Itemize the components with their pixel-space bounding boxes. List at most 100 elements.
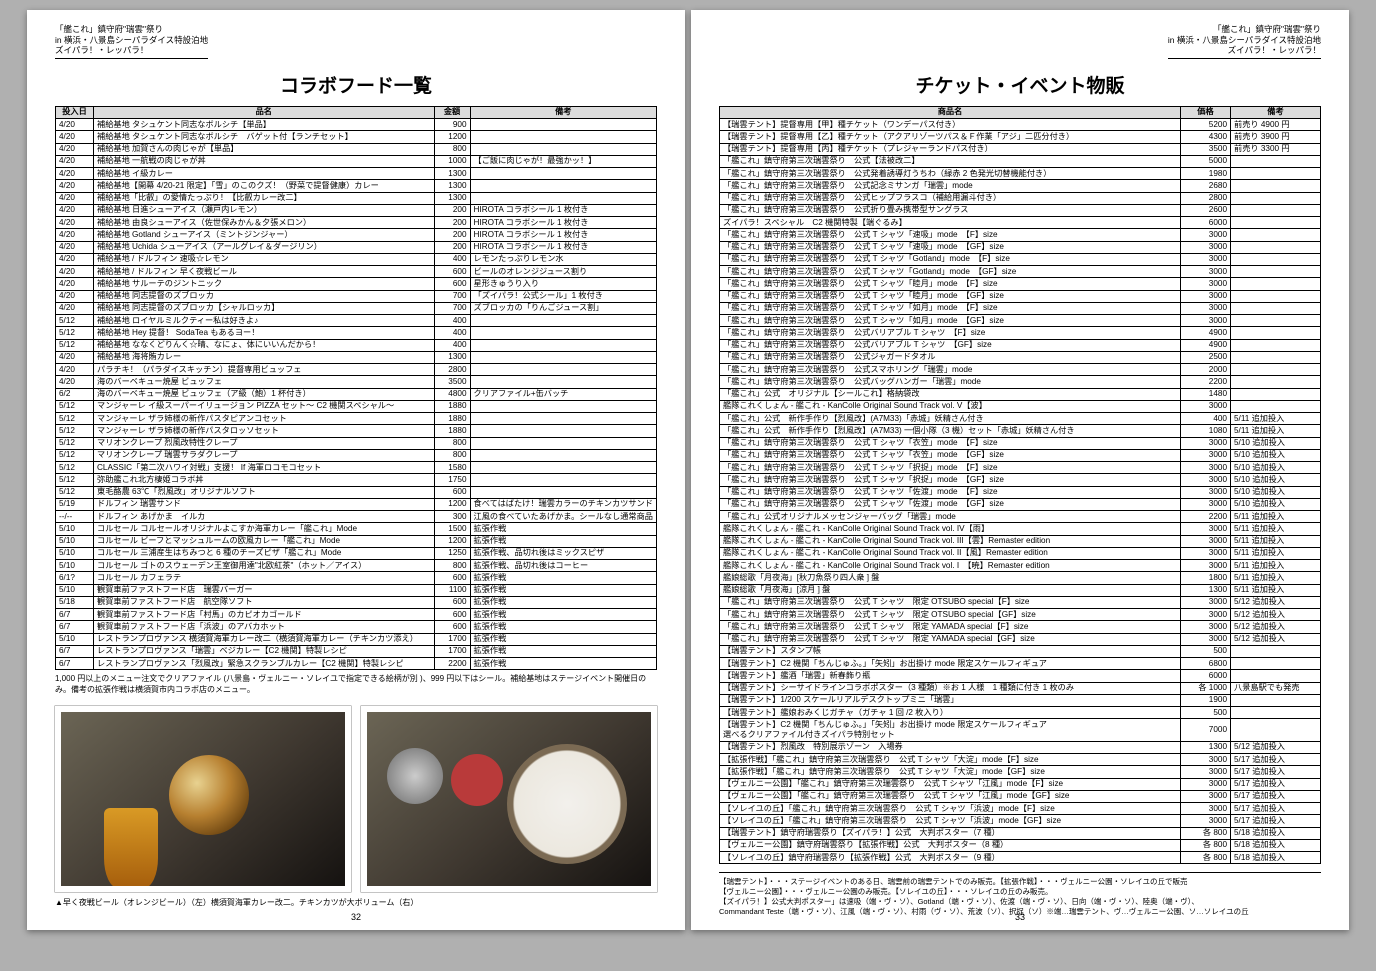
cell-name: 「艦これ」鎮守府第三次瑞雲祭り 公式 T シャツ「択捉」mode 【GF】siz… [720,474,1181,486]
cell-price: 1900 [1181,694,1231,706]
cell-date: 5/12 [56,339,94,351]
table-row: 【瑞雲テント】シーサイドラインコラボポスター（3 種類）※お 1 人様 1 種類… [720,682,1321,694]
page-number-right: 33 [1015,912,1025,922]
cell-price: 3000 [1181,400,1231,412]
cell-name: 【ヴェルニー公園】「艦これ」鎮守府第三次瑞雲祭り 公式 T シャツ「江風」mod… [720,790,1181,802]
page-left: 「艦これ」鎮守府"瑞雲"祭り in 横浜・八景島シーパラダイス特設泊地 ズイパラ… [27,10,685,930]
table-row: 艦娘総歌「月夜海」[秋刀魚祭り四人衆 ] 盤18005/11 追加投入 [720,572,1321,584]
cell-name: 艦隊これくしょん - 艦これ - KanColle Original Sound… [720,535,1181,547]
cell-price: 6000 [1181,217,1231,229]
table-row: 6/2海のバーベキュー焼屋 ビュッフェ（ア級（鮑）1 杯付き）4800クリアファ… [56,388,657,400]
cell-note [470,119,656,131]
cell-price: 3500 [1181,143,1231,155]
cell-note: 前売り 3900 円 [1231,131,1321,143]
cell-note [470,131,656,143]
cell-price: 1880 [434,400,470,412]
cell-price: 3000 [1181,560,1231,572]
cell-price: 2200 [434,658,470,670]
cell-date: 6/7 [56,609,94,621]
table-row: 4/20補給基地 日進シューアイス（瀬戸内レモン）200HIROTA コラボシー… [56,204,657,216]
section-title-food: コラボフード一覧 [55,71,657,98]
table-row: 5/12東毛酪農 63℃「烈風改」オリジナルソフト600 [56,486,657,498]
cell-name: 補給基地 海将賄カレー [94,351,435,363]
cell-name: レストランプロヴァンス 横須賀海軍カレー改二（横須賀海軍カレー（チキンカツ添え） [94,633,435,645]
table-row: 5/12マリオンクレープ 烈風改特性クレープ800 [56,437,657,449]
cell-name: ドルフィン あげかま イルカ [94,511,435,523]
cell-price: 800 [434,560,470,572]
cell-date: 5/12 [56,486,94,498]
photo-beer-curry-left [55,706,351,892]
table-row: 6/7観賀車前ファストフード店「浜波」のアバカホット600拡張作戦 [56,621,657,633]
table-row: 4/20補給基地 同志提督のズブロッカ700「ズイパラ！公式シール」1 枚付き [56,290,657,302]
cell-date: 5/10 [56,560,94,572]
cell-price: 1000 [434,155,470,167]
cell-price: 2500 [1181,351,1231,363]
cell-name: 【瑞雲テント】烈風改 特別展示ゾーン 入場券 [720,741,1181,753]
table-row: 5/12補給基地 Hey 提督！ SodaTea もあるヨー！400 [56,327,657,339]
cell-note [1231,719,1321,742]
goods-table-header-row: 商品名 価格 備考 [720,106,1321,118]
table-row: 【拡張作戦】「艦これ」鎮守府第三次瑞雲祭り 公式 T シャツ「大淀」mode【G… [720,766,1321,778]
cell-name: 【瑞雲テント】提督専用【丙】種チケット（プレジャーランドパス付き） [720,143,1181,155]
cell-note: 【ご飯に肉じゃが！最強かッ！】 [470,155,656,167]
cell-price: 3000 [1181,754,1231,766]
cell-price: 400 [434,253,470,265]
cell-note: 5/11 追加投入 [1231,584,1321,596]
cell-name: 弥助艦これ北方棲姫コラボ丼 [94,474,435,486]
cell-name: コルセール ビーフとマッシュルームの欧風カレー「艦これ」Mode [94,535,435,547]
cell-price: 2680 [1181,180,1231,192]
cell-price: 2000 [1181,364,1231,376]
table-row: ズイパラ！スペシャル C2 機関特製【端ぐるみ】6000 [720,217,1321,229]
cell-date: 5/12 [56,327,94,339]
cell-name: 補給基地 タシュケント同志なボルシチ【単品】 [94,119,435,131]
table-row: 「艦これ」鎮守府第三次瑞雲祭り 公式 T シャツ「速吸」mode 【F】size… [720,229,1321,241]
photo-beer-curry-right [361,706,657,892]
cell-note: 5/17 追加投入 [1231,815,1321,827]
cell-date: 4/20 [56,241,94,253]
table-row: 「艦これ」鎮守府第三次瑞雲祭り 公式 T シャツ「択捉」mode 【GF】siz… [720,474,1321,486]
table-row: 「艦これ」鎮守府第三次瑞雲祭り 公式 T シャツ「如月」mode 【GF】siz… [720,315,1321,327]
table-row: 5/10コルセール 三浦産生はちみつと 6 種のチーズピザ「艦これ」Mode12… [56,547,657,559]
cell-price: 1300 [434,192,470,204]
cell-price: 3000 [1181,815,1231,827]
cell-name: 「艦これ」鎮守府第三次瑞雲祭り 公式折り畳み携帯型サングラス [720,204,1181,216]
cell-date: 5/12 [56,462,94,474]
cell-name: 補給基地 同志提督のズブロッカ [94,290,435,302]
table-row: 「艦これ」鎮守府第三次瑞雲祭り 公式 T シャツ 限定 OTSUBO speci… [720,596,1321,608]
cell-price: 3000 [1181,462,1231,474]
table-row: 6/7レストランプロヴァンス「烈風改」緊急スクランブルカレー【C2 機関】特製レ… [56,658,657,670]
cell-date: 6/7 [56,621,94,633]
table-row: 5/12補給基地 ロイヤルミルクティー私は好きよ♪400 [56,315,657,327]
col-name: 商品名 [720,106,1181,118]
cell-note [470,143,656,155]
cell-note [470,462,656,474]
cell-note: 5/12 追加投入 [1231,633,1321,645]
cell-note [470,351,656,363]
cell-note [1231,278,1321,290]
cell-price: 1750 [434,474,470,486]
cell-name: 補給基地 同志提督のズブロッカ【シャルロッカ】 [94,302,435,314]
cell-name: 【瑞雲テント】シーサイドラインコラボポスター（3 種類）※お 1 人様 1 種類… [720,682,1181,694]
table-row: 「艦これ」鎮守府第三次瑞雲祭り 公式 T シャツ「睦月」mode 【F】size… [720,278,1321,290]
cell-date: 5/12 [56,474,94,486]
cell-name: 【瑞雲テント】提督専用【乙】種チケット（アクアリゾーツパス＆Ｆ作業「アジ」二匹分… [720,131,1181,143]
cell-name: 「艦これ」鎮守府第三次瑞雲祭り 公式 T シャツ「如月」mode 【F】size [720,302,1181,314]
cell-note: 拡張作戦 [470,596,656,608]
cell-name: 補給基地 日進シューアイス（瀬戸内レモン） [94,204,435,216]
col-price: 価格 [1181,106,1231,118]
cell-name: 補給基地 / ドルフィン 速吸☆レモン [94,253,435,265]
header-line-2: in 横浜・八景島シーパラダイス特設泊地 [55,35,208,46]
cell-price: 1080 [1181,425,1231,437]
cell-name: 【瑞雲テント】艦酒「瑞雲」新春飾り瓶 [720,670,1181,682]
cell-note [470,449,656,461]
cell-price: 300 [434,511,470,523]
cell-name: 補給基地 Uchida シューアイス（アールグレイ＆ダージリン） [94,241,435,253]
col-note: 備考 [470,106,656,118]
cell-note: 前売り 3300 円 [1231,143,1321,155]
cell-name: 観賀車前ファストフード店 瑞雲バーガー [94,584,435,596]
cell-price: 600 [434,486,470,498]
cell-date: 4/20 [56,351,94,363]
cell-price: 4900 [1181,339,1231,351]
table-row: 「艦これ」鎮守府第三次瑞雲祭り 公式折り畳み携帯型サングラス2600 [720,204,1321,216]
cell-name: 補給基地 一航戦の肉じゃが丼 [94,155,435,167]
